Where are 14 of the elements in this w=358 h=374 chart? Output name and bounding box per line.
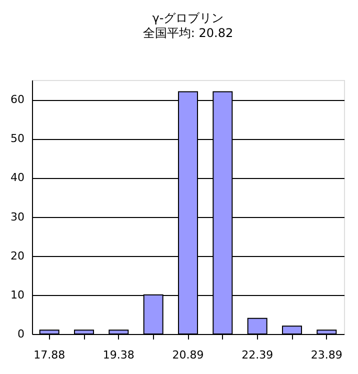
chart-title: γ-グロブリン bbox=[152, 11, 224, 25]
x-tick-label: 17.88 bbox=[34, 348, 66, 362]
y-tick-label: 0 bbox=[18, 328, 24, 340]
x-tick-label: 22.39 bbox=[242, 348, 274, 362]
chart-subtitle: 全国平均: 20.82 bbox=[142, 26, 234, 40]
x-tick-label: 20.89 bbox=[172, 348, 204, 362]
y-tick-label: 40 bbox=[10, 171, 24, 184]
y-tick-label: 20 bbox=[10, 249, 24, 262]
y-tick-label: 60 bbox=[10, 93, 24, 106]
x-tick-label: 19.38 bbox=[102, 348, 134, 362]
y-tick-label: 30 bbox=[10, 210, 24, 224]
y-tick-label: 10 bbox=[10, 288, 24, 302]
y-tick-label: 50 bbox=[10, 132, 24, 146]
x-tick-label: 23.89 bbox=[310, 348, 342, 362]
